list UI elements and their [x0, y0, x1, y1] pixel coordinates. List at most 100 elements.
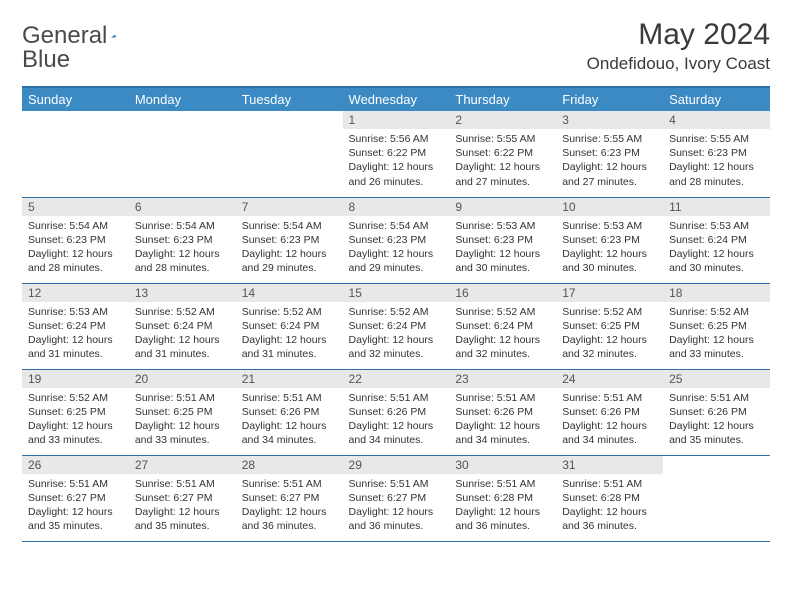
day-number: 11	[663, 198, 770, 216]
day-number: 2	[449, 111, 556, 129]
day-data: Sunrise: 5:54 AMSunset: 6:23 PMDaylight:…	[236, 216, 343, 282]
day-data: Sunrise: 5:52 AMSunset: 6:24 PMDaylight:…	[236, 302, 343, 368]
day-cell: 19Sunrise: 5:52 AMSunset: 6:25 PMDayligh…	[22, 369, 129, 455]
day-number: 27	[129, 456, 236, 474]
day-cell: 24Sunrise: 5:51 AMSunset: 6:26 PMDayligh…	[556, 369, 663, 455]
day-number: 4	[663, 111, 770, 129]
day-data: Sunrise: 5:51 AMSunset: 6:25 PMDaylight:…	[129, 388, 236, 454]
day-cell: 8Sunrise: 5:54 AMSunset: 6:23 PMDaylight…	[343, 197, 450, 283]
day-number: 17	[556, 284, 663, 302]
day-number: 15	[343, 284, 450, 302]
day-data: Sunrise: 5:51 AMSunset: 6:27 PMDaylight:…	[236, 474, 343, 540]
day-cell	[129, 111, 236, 197]
calendar-body: 1Sunrise: 5:56 AMSunset: 6:22 PMDaylight…	[22, 111, 770, 541]
col-thursday: Thursday	[449, 87, 556, 111]
day-data: Sunrise: 5:52 AMSunset: 6:25 PMDaylight:…	[556, 302, 663, 368]
day-data: Sunrise: 5:55 AMSunset: 6:23 PMDaylight:…	[556, 129, 663, 195]
day-data: Sunrise: 5:52 AMSunset: 6:24 PMDaylight:…	[343, 302, 450, 368]
day-cell: 28Sunrise: 5:51 AMSunset: 6:27 PMDayligh…	[236, 455, 343, 541]
week-row: 19Sunrise: 5:52 AMSunset: 6:25 PMDayligh…	[22, 369, 770, 455]
day-cell: 26Sunrise: 5:51 AMSunset: 6:27 PMDayligh…	[22, 455, 129, 541]
day-number: 24	[556, 370, 663, 388]
day-number: 8	[343, 198, 450, 216]
day-number: 5	[22, 198, 129, 216]
day-cell: 5Sunrise: 5:54 AMSunset: 6:23 PMDaylight…	[22, 197, 129, 283]
day-number: 13	[129, 284, 236, 302]
day-data: Sunrise: 5:51 AMSunset: 6:26 PMDaylight:…	[236, 388, 343, 454]
day-number: 28	[236, 456, 343, 474]
day-cell: 7Sunrise: 5:54 AMSunset: 6:23 PMDaylight…	[236, 197, 343, 283]
day-data: Sunrise: 5:51 AMSunset: 6:26 PMDaylight:…	[556, 388, 663, 454]
day-data: Sunrise: 5:54 AMSunset: 6:23 PMDaylight:…	[22, 216, 129, 282]
day-cell: 31Sunrise: 5:51 AMSunset: 6:28 PMDayligh…	[556, 455, 663, 541]
day-data: Sunrise: 5:55 AMSunset: 6:23 PMDaylight:…	[663, 129, 770, 195]
day-data: Sunrise: 5:51 AMSunset: 6:28 PMDaylight:…	[449, 474, 556, 540]
day-number: 12	[22, 284, 129, 302]
logo-text-2: Blue	[22, 46, 770, 74]
day-number: 26	[22, 456, 129, 474]
day-data: Sunrise: 5:52 AMSunset: 6:25 PMDaylight:…	[663, 302, 770, 368]
day-number: 9	[449, 198, 556, 216]
day-header-row: Sunday Monday Tuesday Wednesday Thursday…	[22, 87, 770, 111]
day-cell: 18Sunrise: 5:52 AMSunset: 6:25 PMDayligh…	[663, 283, 770, 369]
day-data: Sunrise: 5:52 AMSunset: 6:24 PMDaylight:…	[129, 302, 236, 368]
week-row: 5Sunrise: 5:54 AMSunset: 6:23 PMDaylight…	[22, 197, 770, 283]
calendar-table: Sunday Monday Tuesday Wednesday Thursday…	[22, 86, 770, 542]
col-sunday: Sunday	[22, 87, 129, 111]
col-monday: Monday	[129, 87, 236, 111]
day-cell: 22Sunrise: 5:51 AMSunset: 6:26 PMDayligh…	[343, 369, 450, 455]
day-data: Sunrise: 5:56 AMSunset: 6:22 PMDaylight:…	[343, 129, 450, 195]
col-friday: Friday	[556, 87, 663, 111]
day-data: Sunrise: 5:53 AMSunset: 6:24 PMDaylight:…	[22, 302, 129, 368]
day-cell: 6Sunrise: 5:54 AMSunset: 6:23 PMDaylight…	[129, 197, 236, 283]
day-cell: 11Sunrise: 5:53 AMSunset: 6:24 PMDayligh…	[663, 197, 770, 283]
day-number: 20	[129, 370, 236, 388]
day-cell: 15Sunrise: 5:52 AMSunset: 6:24 PMDayligh…	[343, 283, 450, 369]
day-cell: 13Sunrise: 5:52 AMSunset: 6:24 PMDayligh…	[129, 283, 236, 369]
day-cell: 17Sunrise: 5:52 AMSunset: 6:25 PMDayligh…	[556, 283, 663, 369]
col-tuesday: Tuesday	[236, 87, 343, 111]
logo-triangle-icon	[111, 26, 116, 46]
day-cell: 30Sunrise: 5:51 AMSunset: 6:28 PMDayligh…	[449, 455, 556, 541]
day-cell: 27Sunrise: 5:51 AMSunset: 6:27 PMDayligh…	[129, 455, 236, 541]
day-cell: 20Sunrise: 5:51 AMSunset: 6:25 PMDayligh…	[129, 369, 236, 455]
day-number: 29	[343, 456, 450, 474]
day-cell: 10Sunrise: 5:53 AMSunset: 6:23 PMDayligh…	[556, 197, 663, 283]
day-number: 30	[449, 456, 556, 474]
day-cell: 29Sunrise: 5:51 AMSunset: 6:27 PMDayligh…	[343, 455, 450, 541]
day-number: 16	[449, 284, 556, 302]
day-data: Sunrise: 5:53 AMSunset: 6:24 PMDaylight:…	[663, 216, 770, 282]
day-cell: 3Sunrise: 5:55 AMSunset: 6:23 PMDaylight…	[556, 111, 663, 197]
day-data: Sunrise: 5:51 AMSunset: 6:27 PMDaylight:…	[343, 474, 450, 540]
day-cell: 12Sunrise: 5:53 AMSunset: 6:24 PMDayligh…	[22, 283, 129, 369]
day-data: Sunrise: 5:55 AMSunset: 6:22 PMDaylight:…	[449, 129, 556, 195]
day-cell: 2Sunrise: 5:55 AMSunset: 6:22 PMDaylight…	[449, 111, 556, 197]
day-number: 3	[556, 111, 663, 129]
week-row: 12Sunrise: 5:53 AMSunset: 6:24 PMDayligh…	[22, 283, 770, 369]
day-data: Sunrise: 5:52 AMSunset: 6:24 PMDaylight:…	[449, 302, 556, 368]
day-cell	[236, 111, 343, 197]
day-number: 22	[343, 370, 450, 388]
day-number: 23	[449, 370, 556, 388]
day-cell: 25Sunrise: 5:51 AMSunset: 6:26 PMDayligh…	[663, 369, 770, 455]
week-row: 1Sunrise: 5:56 AMSunset: 6:22 PMDaylight…	[22, 111, 770, 197]
day-data: Sunrise: 5:53 AMSunset: 6:23 PMDaylight:…	[449, 216, 556, 282]
day-data: Sunrise: 5:51 AMSunset: 6:27 PMDaylight:…	[22, 474, 129, 540]
day-cell: 21Sunrise: 5:51 AMSunset: 6:26 PMDayligh…	[236, 369, 343, 455]
day-cell: 23Sunrise: 5:51 AMSunset: 6:26 PMDayligh…	[449, 369, 556, 455]
day-cell: 16Sunrise: 5:52 AMSunset: 6:24 PMDayligh…	[449, 283, 556, 369]
day-cell: 1Sunrise: 5:56 AMSunset: 6:22 PMDaylight…	[343, 111, 450, 197]
day-data: Sunrise: 5:53 AMSunset: 6:23 PMDaylight:…	[556, 216, 663, 282]
col-wednesday: Wednesday	[343, 87, 450, 111]
day-data: Sunrise: 5:54 AMSunset: 6:23 PMDaylight:…	[343, 216, 450, 282]
day-number: 7	[236, 198, 343, 216]
day-number: 19	[22, 370, 129, 388]
day-number: 1	[343, 111, 450, 129]
col-saturday: Saturday	[663, 87, 770, 111]
day-data: Sunrise: 5:54 AMSunset: 6:23 PMDaylight:…	[129, 216, 236, 282]
day-number: 21	[236, 370, 343, 388]
day-data: Sunrise: 5:51 AMSunset: 6:28 PMDaylight:…	[556, 474, 663, 540]
day-number: 10	[556, 198, 663, 216]
day-cell: 4Sunrise: 5:55 AMSunset: 6:23 PMDaylight…	[663, 111, 770, 197]
day-number: 6	[129, 198, 236, 216]
